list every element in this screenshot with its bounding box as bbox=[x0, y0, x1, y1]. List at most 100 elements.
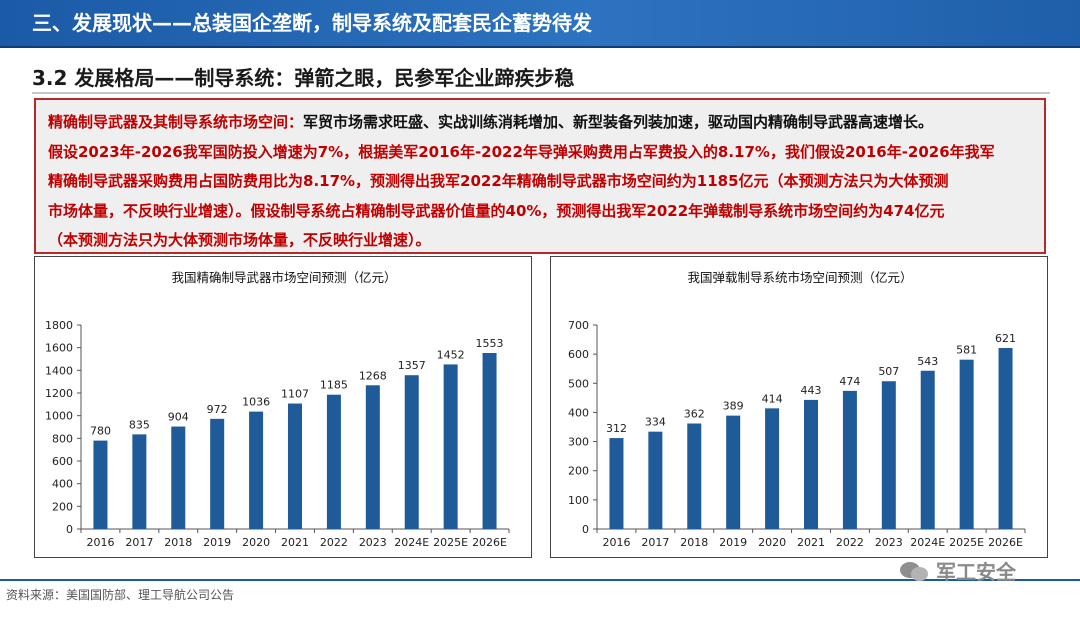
header-bar: 三、发展现状——总装国企垄断，制导系统及配套民企蓄势待发 bbox=[0, 0, 1080, 48]
y-tick-label: 100 bbox=[568, 494, 589, 507]
y-tick-label: 1200 bbox=[45, 387, 73, 400]
x-tick-label: 2018 bbox=[164, 536, 192, 549]
y-tick-label: 800 bbox=[52, 432, 73, 445]
summary-line-5: （本预测方法只为大体预测市场体量，不反映行业增速）。 bbox=[48, 231, 431, 250]
y-tick-label: 700 bbox=[568, 319, 589, 332]
x-tick-label: 2020 bbox=[758, 536, 786, 549]
footer-divider bbox=[0, 579, 1080, 581]
bar bbox=[326, 394, 341, 529]
bar bbox=[171, 426, 186, 529]
x-tick-label: 2021 bbox=[281, 536, 309, 549]
watermark-text: 军工安全 bbox=[936, 560, 1016, 584]
y-tick-label: 200 bbox=[568, 465, 589, 478]
x-tick-label: 2017 bbox=[641, 536, 669, 549]
y-tick-label: 1400 bbox=[45, 364, 73, 377]
x-tick-label: 2020 bbox=[242, 536, 270, 549]
bar bbox=[249, 411, 264, 529]
bar bbox=[687, 423, 702, 529]
bar bbox=[210, 418, 225, 529]
data-label: 1452 bbox=[437, 348, 465, 361]
x-tick-label: 2018 bbox=[680, 536, 708, 549]
y-tick-label: 0 bbox=[582, 523, 589, 536]
bar bbox=[803, 399, 819, 529]
data-label: 1268 bbox=[359, 369, 387, 382]
x-tick-label: 2026E bbox=[988, 536, 1023, 549]
bar bbox=[365, 385, 380, 529]
chart-weapons-market: 我国精确制导武器市场空间预测（亿元） 0 200 400 600 800 1000 1200 1… bbox=[34, 256, 532, 558]
x-tick-label: 2022 bbox=[320, 536, 348, 549]
x-tick-label: 2021 bbox=[797, 536, 825, 549]
bar bbox=[959, 359, 974, 529]
bar bbox=[765, 408, 780, 529]
summary-line-2: 假设2023年-2026我军国防投入增速为7%，根据美军2016年-2022年导… bbox=[48, 142, 995, 161]
x-tick-label: 2019 bbox=[719, 536, 747, 549]
header-title: 三、发展现状——总装国企垄断，制导系统及配套民企蓄势待发 bbox=[32, 11, 592, 35]
chart-guidance-svg: 我国弹载制导系统市场空间预测（亿元） 0 100 200 300 400 500 600 700… bbox=[568, 270, 1026, 549]
summary-line-4: 市场体量，不反映行业增速）。假设制导系统占精确制导武器价值量的40%，预测得出我… bbox=[48, 201, 945, 220]
summary-line-3: 精确制导武器采购费用占国防费用比为8.17%，预测得出我军2022年精确制导武器… bbox=[48, 172, 949, 191]
x-tick-label: 2024E bbox=[910, 536, 945, 549]
y-tick-label: 600 bbox=[568, 348, 589, 361]
bar bbox=[609, 438, 624, 529]
bar bbox=[998, 348, 1013, 529]
x-tick-label: 2026E bbox=[472, 536, 507, 549]
data-label: 507 bbox=[878, 365, 899, 378]
data-label: 972 bbox=[207, 403, 228, 416]
chart-weapons-svg: 我国精确制导武器市场空间预测（亿元） 0 200 400 600 800 1000 1200 1… bbox=[45, 270, 510, 549]
chart-title: 我国弹载制导系统市场空间预测（亿元） bbox=[687, 270, 912, 285]
x-tick-label: 2025E bbox=[433, 536, 468, 549]
summary-lead-red: 精确制导武器及其制导系统市场空间： bbox=[48, 113, 304, 131]
data-label: 581 bbox=[956, 344, 977, 357]
bar bbox=[648, 431, 663, 529]
x-tick-label: 2023 bbox=[359, 536, 387, 549]
y-tick-label: 0 bbox=[66, 523, 73, 536]
bar bbox=[920, 370, 935, 529]
bar bbox=[132, 434, 147, 529]
data-label: 362 bbox=[684, 408, 705, 421]
y-tick-label: 600 bbox=[52, 455, 73, 468]
data-label: 474 bbox=[839, 375, 860, 388]
data-label: 1107 bbox=[281, 388, 309, 401]
data-label: 621 bbox=[995, 332, 1016, 345]
summary-line-1: 精确制导武器及其制导系统市场空间：军贸市场需求旺盛、实战训练消耗增加、新型装备列… bbox=[48, 108, 1034, 138]
bar bbox=[287, 403, 303, 529]
bar bbox=[404, 375, 419, 529]
y-tick-label: 400 bbox=[52, 478, 73, 491]
x-tick-label: 2019 bbox=[203, 536, 231, 549]
y-tick-label: 1800 bbox=[45, 319, 73, 332]
summary-lead-black: 军贸市场需求旺盛、实战训练消耗增加、新型装备列装加速，驱动国内精确制导武器高速增… bbox=[303, 113, 934, 131]
section-title: 3.2 发展格局——制导系统：弹箭之眼，民参军企业蹄疾步稳 bbox=[32, 66, 575, 90]
data-label: 1553 bbox=[476, 337, 504, 350]
data-label: 312 bbox=[606, 422, 627, 435]
bar bbox=[881, 381, 896, 529]
source-note: 资料来源：美国国防部、理工导航公司公告 bbox=[6, 588, 235, 602]
wechat-icon bbox=[900, 559, 930, 583]
bar bbox=[443, 364, 458, 529]
x-tick-label: 2016 bbox=[86, 536, 114, 549]
data-label: 1185 bbox=[320, 379, 348, 392]
data-label: 389 bbox=[723, 400, 744, 413]
bar bbox=[93, 440, 108, 529]
x-tick-label: 2022 bbox=[836, 536, 864, 549]
y-tick-label: 1600 bbox=[45, 342, 73, 355]
data-label: 443 bbox=[801, 384, 822, 397]
x-tick-label: 2023 bbox=[875, 536, 903, 549]
y-tick-label: 300 bbox=[568, 436, 589, 449]
x-tick-label: 2016 bbox=[602, 536, 630, 549]
chart-title: 我国精确制导武器市场空间预测（亿元） bbox=[171, 270, 396, 285]
x-tick-label: 2024E bbox=[394, 536, 429, 549]
data-label: 543 bbox=[917, 355, 938, 368]
x-tick-label: 2025E bbox=[949, 536, 984, 549]
data-label: 1357 bbox=[398, 359, 426, 372]
data-label: 414 bbox=[762, 392, 783, 405]
summary-text-box: 精确制导武器及其制导系统市场空间：军贸市场需求旺盛、实战训练消耗增加、新型装备列… bbox=[34, 98, 1046, 254]
y-tick-label: 500 bbox=[568, 377, 589, 390]
y-tick-label: 1000 bbox=[45, 410, 73, 423]
chart-guidance-market: 我国弹载制导系统市场空间预测（亿元） 0 100 200 300 400 500 600 700… bbox=[550, 256, 1048, 558]
data-label: 334 bbox=[645, 416, 666, 429]
watermark: 军工安全 bbox=[900, 556, 1016, 585]
section-divider bbox=[32, 92, 1050, 94]
bar bbox=[842, 390, 857, 529]
y-tick-label: 400 bbox=[568, 406, 589, 419]
x-tick-label: 2017 bbox=[125, 536, 153, 549]
